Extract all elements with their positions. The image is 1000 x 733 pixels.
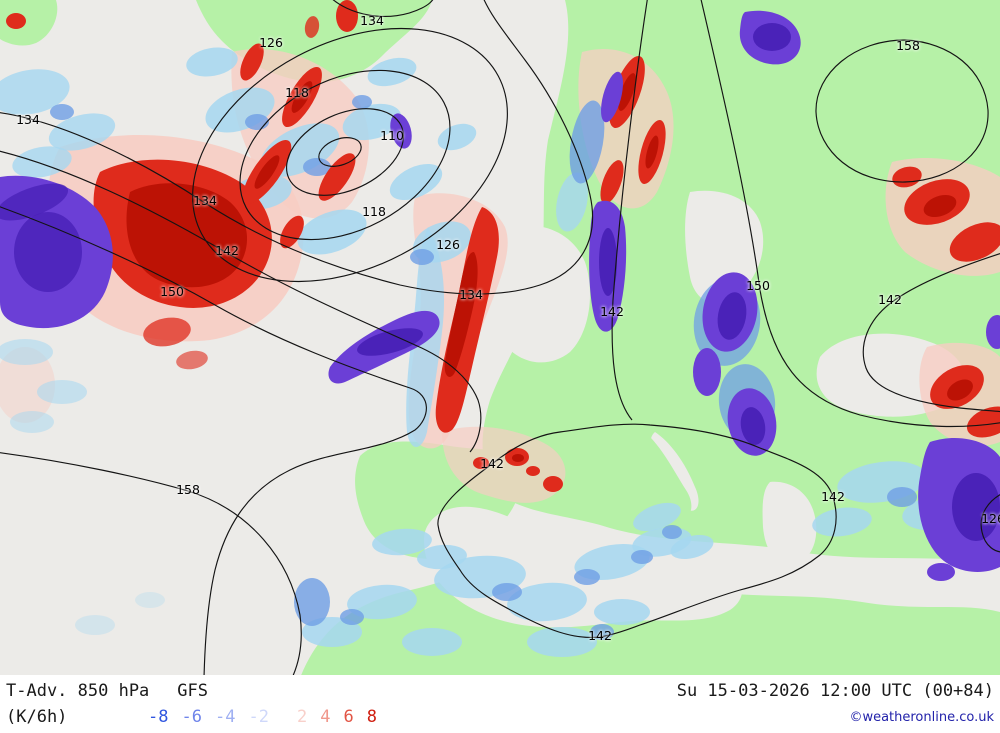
scale-value: -4	[214, 707, 236, 727]
land-overlay-layer	[577, 428, 692, 517]
contour-label: 134	[459, 286, 483, 302]
contour-label: 118	[285, 84, 309, 100]
contour-label: 142	[878, 291, 902, 307]
contour-label: 150	[160, 283, 184, 299]
contour-label: 126	[259, 34, 283, 50]
contour-label: 142	[480, 455, 504, 471]
warm-advection-layer	[6, 0, 1000, 492]
contour-label: 142	[215, 242, 239, 258]
scale-value: 4	[320, 707, 331, 727]
contour-label: 142	[600, 303, 624, 319]
scale-value: 2	[296, 707, 308, 727]
scale-value: -6	[181, 707, 202, 727]
contour-label: 142	[821, 488, 845, 504]
scale-value: -2	[248, 707, 269, 727]
contour-label: 134	[193, 192, 217, 208]
scale-value: 6	[343, 707, 354, 727]
contour-label: 142	[588, 627, 612, 643]
color-scale: -8 -6 -4 -2 2 4 6 8	[148, 707, 377, 727]
chart-title: T-Adv. 850 hPa	[6, 681, 150, 701]
contour-label: 110	[380, 127, 404, 143]
footer: T-Adv. 850 hPa GFS Su 15-03-2026 12:00 U…	[0, 675, 1000, 733]
weather-map: 134 126 158 118 110 134 134 118 126 142 …	[0, 0, 1000, 675]
contour-label: 158	[176, 481, 200, 497]
contour-label: 126	[981, 510, 1000, 526]
model-name: GFS	[177, 681, 209, 701]
scale-value: -8	[148, 707, 169, 727]
contour-label: 150	[746, 277, 770, 293]
contour-label: 158	[896, 37, 920, 53]
footer-row-2: (K/6h) -8 -6 -4 -2 2 4 6 8 ©weatheronlin…	[6, 704, 994, 730]
valid-datetime: Su 15-03-2026 12:00 UTC (00+84)	[676, 681, 994, 701]
contour-layer	[0, 0, 1000, 675]
units-label: (K/6h)	[6, 707, 68, 727]
weather-map-graphic	[0, 0, 1000, 675]
copyright-link[interactable]: ©weatheronline.co.uk	[849, 709, 994, 725]
contour-label: 134	[360, 12, 384, 28]
contour-label: 126	[436, 236, 460, 252]
footer-row-1: T-Adv. 850 hPa GFS Su 15-03-2026 12:00 U…	[6, 678, 994, 704]
scale-value: 8	[366, 707, 377, 727]
contour-label: 134	[16, 111, 40, 127]
cold-advection-layer	[0, 47, 982, 657]
strong-cold-advection-layer	[0, 10, 1000, 581]
contour-label: 118	[362, 203, 386, 219]
